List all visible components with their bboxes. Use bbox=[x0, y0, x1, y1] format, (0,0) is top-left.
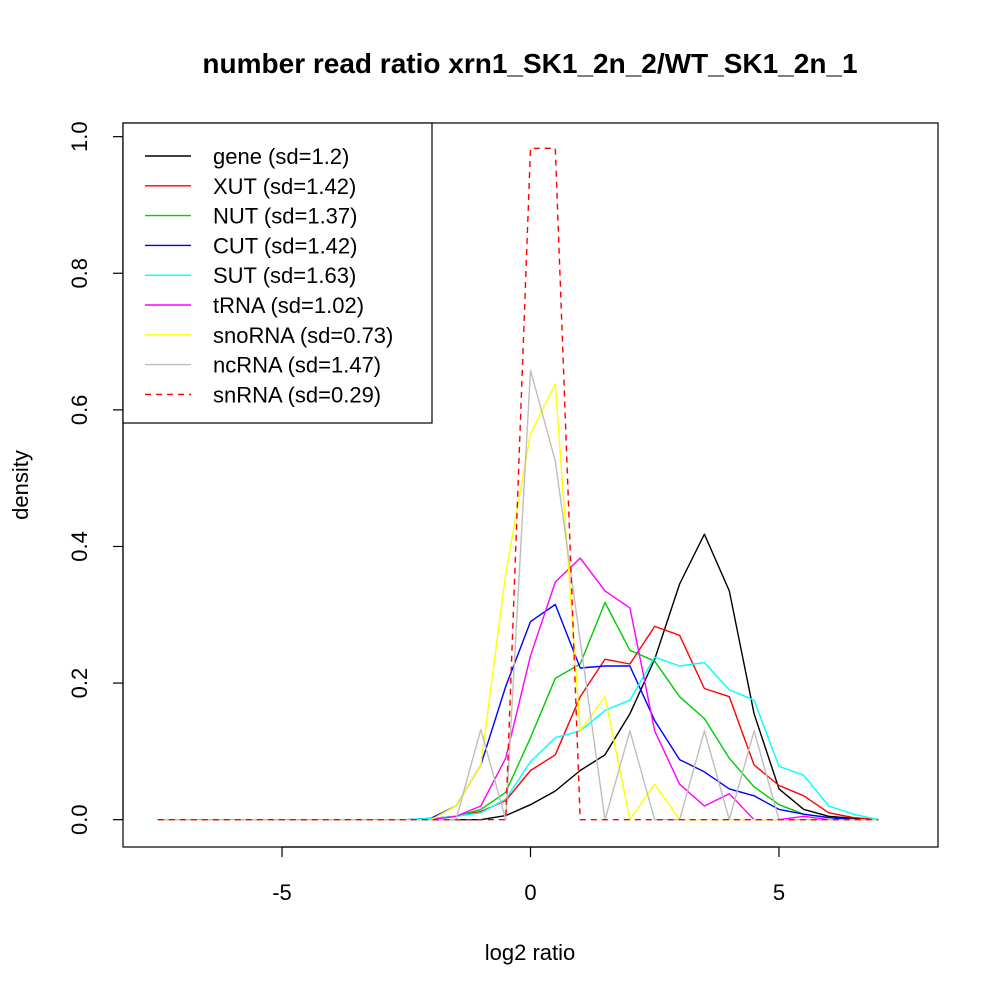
series-line bbox=[157, 533, 879, 821]
legend-label: SUT (sd=1.63) bbox=[213, 263, 356, 288]
y-tick-label: 0.4 bbox=[67, 531, 92, 562]
legend-box bbox=[122, 122, 433, 424]
legend-label: ncRNA (sd=1.47) bbox=[213, 353, 381, 378]
x-tick-label: 0 bbox=[524, 880, 536, 905]
legend-label: gene (sd=1.2) bbox=[213, 144, 349, 169]
series-layer bbox=[157, 147, 879, 821]
x-axis-label: log2 ratio bbox=[485, 940, 576, 965]
series-line bbox=[157, 369, 879, 821]
y-axis: 0.0 0.2 0.4 0.6 0.8 1.0 bbox=[67, 121, 124, 835]
legend-label: snoRNA (sd=0.73) bbox=[213, 323, 393, 348]
legend-label: tRNA (sd=1.02) bbox=[213, 293, 364, 318]
chart-title: number read ratio xrn1_SK1_2n_2/WT_SK1_2… bbox=[202, 48, 857, 79]
y-tick-label: 0.0 bbox=[67, 804, 92, 835]
legend: gene (sd=1.2) XUT (sd=1.42) NUT (sd=1.37) C… bbox=[122, 122, 433, 424]
x-tick-label: -5 bbox=[272, 880, 292, 905]
legend-label: XUT (sd=1.42) bbox=[213, 174, 356, 199]
legend-label: snRNA (sd=0.29) bbox=[213, 382, 381, 407]
x-tick-label: 5 bbox=[773, 880, 785, 905]
y-tick-label: 0.2 bbox=[67, 668, 92, 699]
legend-label: CUT (sd=1.42) bbox=[213, 233, 357, 258]
x-axis: -5 0 5 bbox=[272, 846, 785, 905]
y-tick-label: 0.8 bbox=[67, 258, 92, 289]
series-line bbox=[157, 656, 879, 821]
series-line bbox=[157, 147, 879, 821]
legend-label: NUT (sd=1.37) bbox=[213, 204, 357, 229]
y-tick-label: 1.0 bbox=[67, 121, 92, 152]
y-axis-label: density bbox=[8, 450, 33, 520]
y-tick-label: 0.6 bbox=[67, 395, 92, 426]
